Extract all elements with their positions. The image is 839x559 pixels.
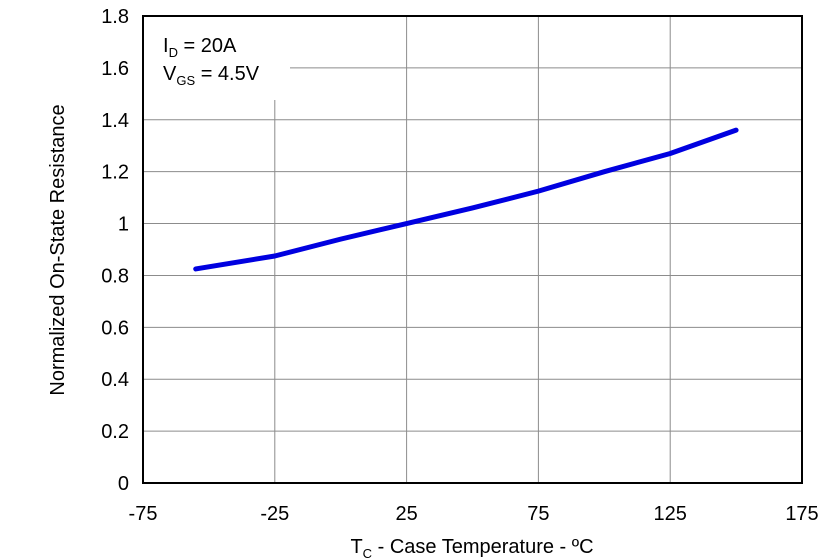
- annotation: VGS = 4.5V: [163, 63, 260, 88]
- y-tick-label: 1: [118, 214, 129, 236]
- annotation-main: V: [163, 63, 177, 85]
- y-tick-label: 1.6: [101, 58, 129, 80]
- y-tick-label: 0: [118, 473, 129, 495]
- y-tick-label: 1.4: [101, 110, 129, 132]
- x-tick-label: -25: [260, 503, 289, 525]
- y-tick-label: 0.2: [101, 421, 129, 443]
- data-line: [193, 127, 739, 272]
- x-label-rest: - Case Temperature - ºC: [372, 536, 593, 558]
- y-tick-label: 0.4: [101, 369, 129, 391]
- x-tick-label: 175: [785, 503, 818, 525]
- annotation-rest: = 4.5V: [195, 63, 260, 85]
- x-label-main: T: [350, 536, 362, 558]
- x-axis-label: TC - Case Temperature - ºC: [350, 536, 593, 559]
- x-tick-label: -75: [129, 503, 158, 525]
- annotation-sub: D: [169, 45, 178, 60]
- plot: [193, 127, 739, 272]
- annotation: ID = 20A: [163, 35, 237, 60]
- x-tick-label: 75: [527, 503, 549, 525]
- x-tick-label: 125: [654, 503, 687, 525]
- y-tick-label: 1.2: [101, 162, 129, 184]
- y-tick-label: 0.6: [101, 317, 129, 339]
- plot-frame: [142, 15, 803, 484]
- annotation-main: I: [163, 35, 169, 57]
- annotation-box: [144, 17, 290, 100]
- y-tick-label: 0.8: [101, 265, 129, 287]
- y-axis-label: Normalized On-State Resistance: [47, 104, 69, 395]
- annotation-sub: GS: [176, 73, 195, 88]
- annotation-rest: = 20A: [178, 35, 237, 57]
- x-label-sub: C: [363, 546, 372, 559]
- y-tick-label: 1.8: [101, 6, 129, 28]
- x-tick-label: 25: [395, 503, 417, 525]
